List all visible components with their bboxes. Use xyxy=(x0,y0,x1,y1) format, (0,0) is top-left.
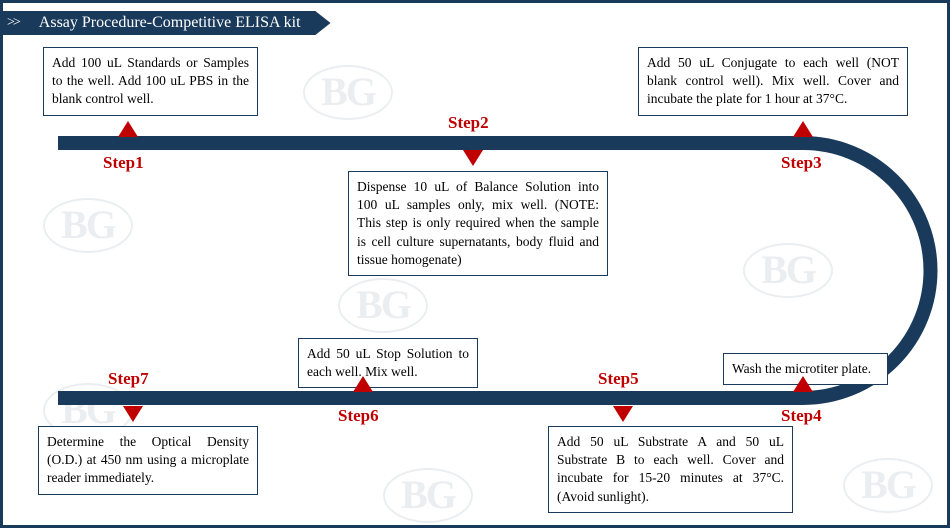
watermark: BG xyxy=(303,65,393,120)
page-title: Assay Procedure-Competitive ELISA kit xyxy=(27,11,331,35)
step6-label: Step6 xyxy=(338,406,379,426)
step7-label: Step7 xyxy=(108,369,149,389)
step2-arrow xyxy=(463,150,483,166)
step3-label: Step3 xyxy=(781,153,822,173)
watermark: BG xyxy=(338,278,428,333)
step7-arrow xyxy=(123,406,143,422)
step4-label: Step4 xyxy=(781,406,822,426)
step1-label: Step1 xyxy=(103,153,144,173)
watermark: BG xyxy=(383,468,473,523)
step5-label: Step5 xyxy=(598,369,639,389)
step3-arrow xyxy=(793,121,813,137)
watermark: BG xyxy=(43,198,133,253)
step5-box: Add 50 uL Substrate A and 50 uL Substrat… xyxy=(548,426,793,513)
header: >> Assay Procedure-Competitive ELISA kit xyxy=(3,11,331,35)
step6-box: Add 50 uL Stop Solution to each well. Mi… xyxy=(298,338,478,388)
step5-arrow xyxy=(613,406,633,422)
step1-arrow xyxy=(118,121,138,137)
step4-arrow xyxy=(793,376,813,392)
watermark: BG xyxy=(743,243,833,298)
step1-box: Add 100 uL Standards or Samples to the w… xyxy=(43,47,258,116)
step2-box: Dispense 10 uL of Balance Solution into … xyxy=(348,171,608,276)
step2-label: Step2 xyxy=(448,113,489,133)
chevron-icon: >> xyxy=(3,11,27,35)
watermark: BG xyxy=(843,458,933,513)
step6-arrow xyxy=(353,376,373,392)
step7-box: Determine the Optical Density (O.D.) at … xyxy=(38,426,258,495)
step3-box: Add 50 uL Conjugate to each well (NOT bl… xyxy=(638,47,908,116)
